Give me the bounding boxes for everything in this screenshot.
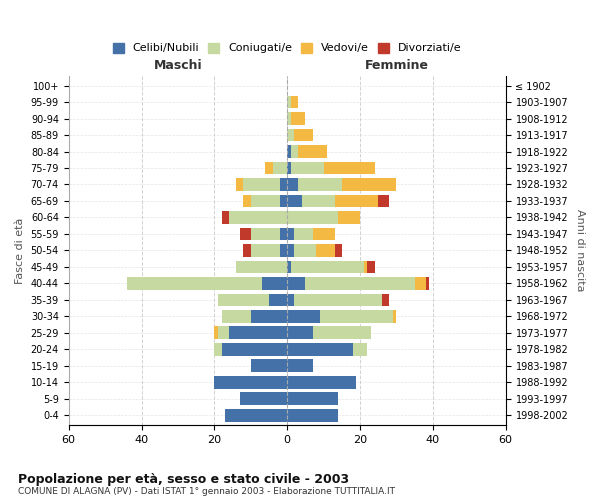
Bar xyxy=(221,343,287,356)
Bar xyxy=(295,128,313,141)
Bar xyxy=(287,178,298,191)
Bar xyxy=(287,310,320,323)
Text: Popolazione per età, sesso e stato civile - 2003: Popolazione per età, sesso e stato civil… xyxy=(18,472,349,486)
Bar xyxy=(342,178,397,191)
Bar xyxy=(287,360,313,372)
Bar xyxy=(287,392,338,406)
Bar xyxy=(265,162,272,174)
Bar xyxy=(323,162,374,174)
Bar xyxy=(295,294,382,306)
Bar xyxy=(287,211,338,224)
Bar xyxy=(291,260,364,274)
Bar xyxy=(415,277,425,290)
Bar xyxy=(287,128,295,141)
Bar xyxy=(291,96,298,108)
Bar xyxy=(251,194,280,207)
Bar xyxy=(244,178,280,191)
Bar xyxy=(393,310,397,323)
Bar xyxy=(298,178,342,191)
Bar xyxy=(287,376,356,389)
Bar xyxy=(291,162,323,174)
Bar xyxy=(214,376,287,389)
Bar xyxy=(287,145,291,158)
Bar xyxy=(240,392,287,406)
Bar xyxy=(262,277,287,290)
Bar xyxy=(218,294,269,306)
Bar xyxy=(221,211,229,224)
Bar xyxy=(378,194,389,207)
Bar xyxy=(287,343,353,356)
Bar xyxy=(320,310,393,323)
Bar xyxy=(280,194,287,207)
Bar xyxy=(272,162,287,174)
Bar xyxy=(287,96,291,108)
Bar xyxy=(287,244,295,257)
Bar xyxy=(127,277,262,290)
Bar xyxy=(364,260,367,274)
Bar xyxy=(335,244,342,257)
Bar xyxy=(251,310,287,323)
Y-axis label: Fasce di età: Fasce di età xyxy=(15,218,25,284)
Bar xyxy=(287,294,295,306)
Bar xyxy=(382,294,389,306)
Bar xyxy=(287,326,313,340)
Bar xyxy=(313,228,335,240)
Bar xyxy=(236,260,287,274)
Bar xyxy=(229,326,287,340)
Bar xyxy=(236,178,244,191)
Bar xyxy=(244,244,251,257)
Bar xyxy=(218,326,229,340)
Y-axis label: Anni di nascita: Anni di nascita xyxy=(575,209,585,292)
Bar xyxy=(269,294,287,306)
Bar xyxy=(287,409,338,422)
Bar xyxy=(316,244,335,257)
Bar xyxy=(298,145,327,158)
Bar xyxy=(221,310,251,323)
Bar xyxy=(280,228,287,240)
Bar xyxy=(240,228,251,240)
Bar xyxy=(291,145,298,158)
Bar xyxy=(425,277,429,290)
Bar xyxy=(280,244,287,257)
Bar xyxy=(251,244,280,257)
Bar xyxy=(313,326,371,340)
Bar xyxy=(287,260,291,274)
Bar xyxy=(287,162,291,174)
Bar xyxy=(367,260,374,274)
Bar xyxy=(291,112,305,125)
Bar xyxy=(280,178,287,191)
Bar xyxy=(251,228,280,240)
Bar xyxy=(244,194,251,207)
Bar xyxy=(229,211,287,224)
Bar xyxy=(214,326,218,340)
Bar xyxy=(295,244,316,257)
Bar xyxy=(338,211,360,224)
Bar xyxy=(287,228,295,240)
Bar xyxy=(251,360,287,372)
Bar xyxy=(214,343,221,356)
Legend: Celibi/Nubili, Coniugati/e, Vedovi/e, Divorziati/e: Celibi/Nubili, Coniugati/e, Vedovi/e, Di… xyxy=(109,39,465,56)
Text: Maschi: Maschi xyxy=(154,60,202,72)
Bar xyxy=(287,112,291,125)
Bar xyxy=(302,194,335,207)
Bar xyxy=(287,194,302,207)
Bar xyxy=(305,277,415,290)
Text: COMUNE DI ALAGNA (PV) - Dati ISTAT 1° gennaio 2003 - Elaborazione TUTTITALIA.IT: COMUNE DI ALAGNA (PV) - Dati ISTAT 1° ge… xyxy=(18,488,395,496)
Bar xyxy=(335,194,378,207)
Bar xyxy=(295,228,313,240)
Bar xyxy=(225,409,287,422)
Text: Femmine: Femmine xyxy=(364,60,428,72)
Bar xyxy=(287,277,305,290)
Bar xyxy=(353,343,367,356)
